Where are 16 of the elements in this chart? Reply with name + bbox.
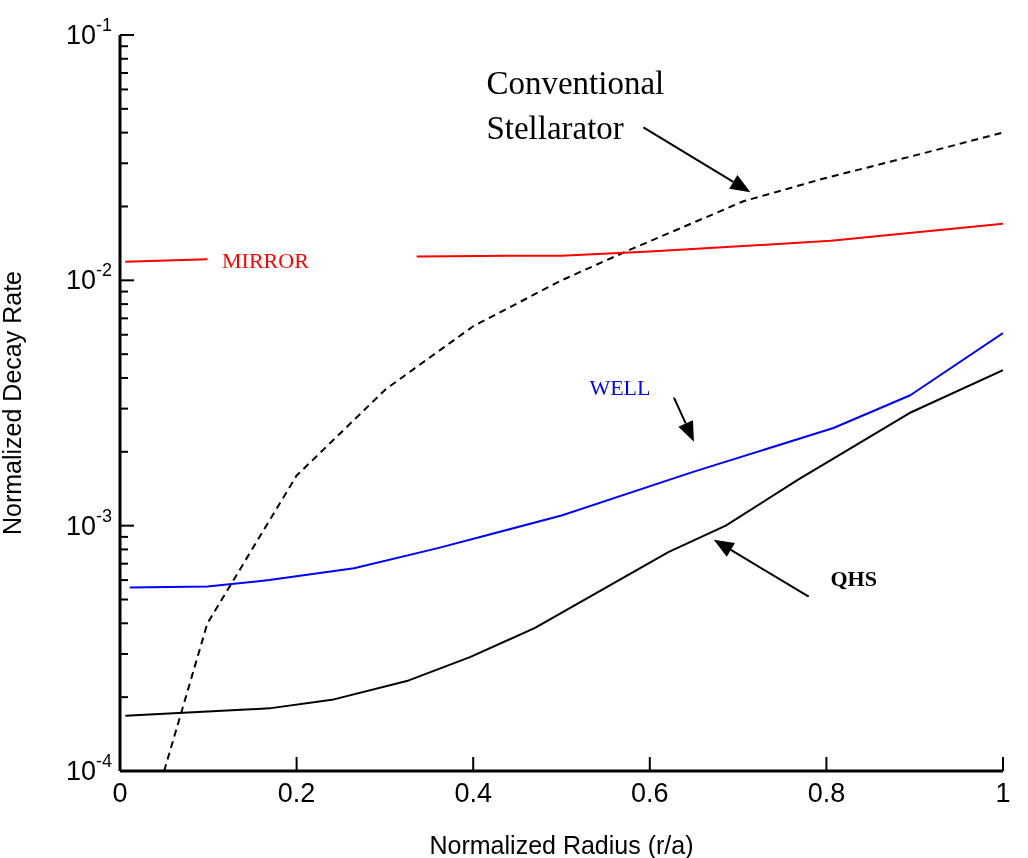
- x-tick-label: 0.8: [807, 778, 846, 809]
- x-tick-label: 0: [112, 778, 128, 809]
- y-tick-label: 10$^{-1}$: [65, 15, 112, 50]
- x-tick-label: 0.4: [454, 778, 492, 809]
- text: Conventional Stellarator: [486, 65, 665, 147]
- line-series: [128, 332, 1003, 589]
- series-label: MIRROR: [222, 248, 310, 274]
- y-tick-label: 10$^{-2}$: [65, 260, 112, 296]
- x-tick-label: 0.2: [277, 778, 316, 809]
- y-axis-title: Normalized Decay Rate: [0, 271, 26, 535]
- text: WELL: [589, 374, 651, 400]
- x-tick-label: 1: [995, 778, 1011, 809]
- y-tick-label: 10$^{-4}$: [65, 751, 112, 786]
- y-tick-label: 10$^{-3}$: [65, 505, 112, 541]
- x-tick-label: 0.6: [631, 778, 669, 809]
- legend-label: QHS: [830, 565, 877, 591]
